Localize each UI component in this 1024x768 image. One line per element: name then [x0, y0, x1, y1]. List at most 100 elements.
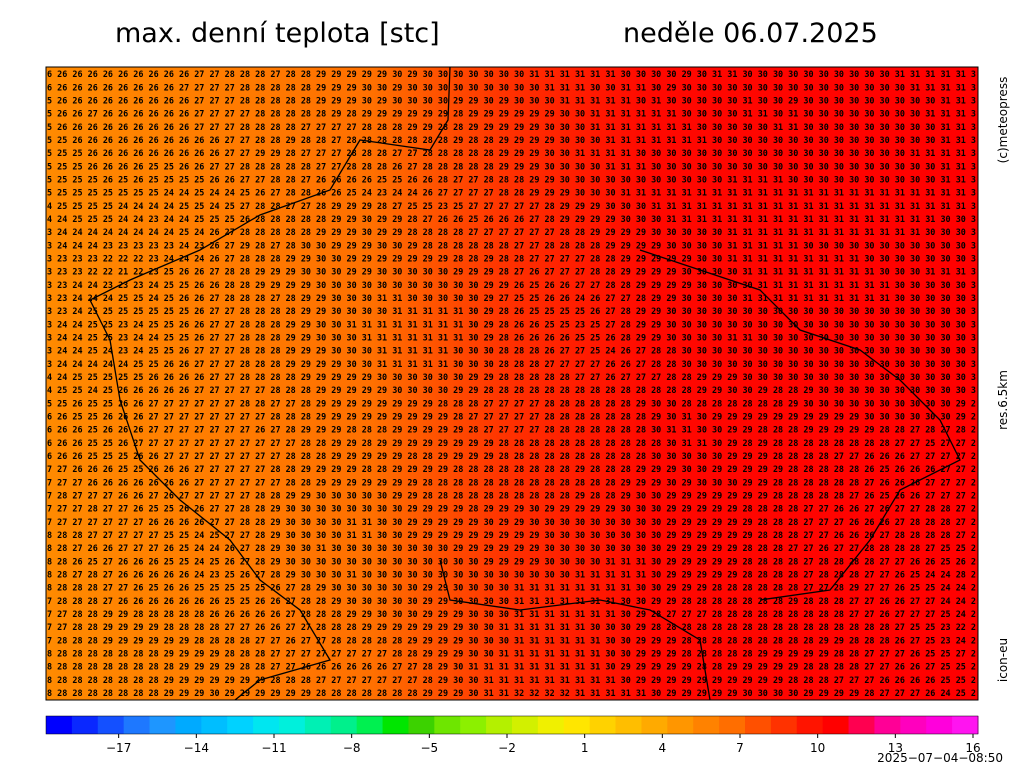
value-row: 4 24 25 25 25 25 25 26 26 26 26 27 27 28…	[47, 373, 976, 383]
value-row: 8 28 26 25 27 26 26 26 25 25 24 25 26 27…	[47, 557, 976, 567]
colorbar-swatch	[796, 716, 824, 734]
colorbar-label: 13	[888, 741, 903, 755]
value-row: 8 28 27 28 27 26 26 26 26 26 24 23 25 26…	[47, 570, 976, 580]
credit-label: (c)meteopress	[996, 77, 1010, 164]
colorbar-swatch	[641, 716, 668, 734]
colorbar-swatch	[46, 716, 73, 734]
value-row: 6 26 26 25 25 26 27 27 27 27 27 27 27 27…	[47, 439, 976, 449]
colorbar-swatch	[745, 716, 772, 734]
resolution-label: res.6.5km	[996, 370, 1010, 430]
value-grid: 6 26 26 26 26 26 26 26 26 26 27 27 28 28…	[47, 70, 976, 699]
colorbar-label: 7	[736, 741, 744, 755]
colorbar-swatch	[486, 716, 513, 734]
colorbar: −17−14−11−8−5−214710131619222528313437	[45, 715, 981, 755]
value-row: 7 28 28 28 27 26 26 26 26 26 26 26 25 25…	[47, 597, 976, 607]
value-row: 8 28 28 27 27 27 27 27 25 25 24 25 27 27…	[47, 531, 976, 541]
colorbar-label: −11	[261, 741, 286, 755]
colorbar-label: −14	[184, 741, 209, 755]
colorbar-swatch	[512, 716, 539, 734]
colorbar-label: −17	[106, 741, 131, 755]
value-row: 7 27 27 26 26 26 26 26 26 26 27 27 27 27…	[47, 478, 976, 488]
value-row: 5 25 25 26 26 26 26 25 25 26 26 27 27 28…	[47, 162, 976, 172]
colorbar-swatch	[382, 716, 409, 734]
contour-line	[439, 559, 711, 701]
colorbar-label: 1	[581, 741, 589, 755]
colorbar-swatch	[330, 716, 358, 734]
value-row: 3 23 23 22 22 21 22 23 25 26 26 27 28 28…	[47, 268, 976, 278]
value-row: 3 23 24 24 23 23 23 24 25 25 26 26 28 28…	[47, 281, 976, 291]
value-row: 7 27 28 28 29 29 28 28 28 28 28 26 26 26…	[47, 610, 976, 620]
colorbar-swatch	[175, 716, 202, 734]
value-row: 8 28 28 28 28 28 28 28 28 29 29 29 29 28…	[47, 663, 976, 673]
colorbar-label: −5	[420, 741, 438, 755]
value-row: 6 26 25 25 26 26 26 27 27 27 27 27 27 27…	[47, 412, 976, 422]
map-title: max. denní teplota [stc]	[115, 18, 440, 49]
value-row: 7 27 27 27 27 27 27 26 26 26 26 27 27 28…	[47, 518, 976, 528]
colorbar-label: 4	[659, 741, 667, 755]
value-row: 8 28 28 28 28 28 28 28 29 29 29 30 29 29…	[47, 689, 976, 699]
colorbar-swatch	[667, 716, 694, 734]
colorbar-swatch	[926, 716, 953, 734]
colorbar-swatch	[123, 716, 151, 734]
value-row: 5 25 25 26 26 26 26 26 26 26 26 26 27 27…	[47, 149, 976, 159]
colorbar-swatch	[874, 716, 901, 734]
colorbar-swatch	[589, 716, 617, 734]
value-row: 3 24 24 25 25 23 24 24 25 25 26 27 27 28…	[47, 333, 976, 343]
value-row: 5 25 25 25 25 25 25 25 24 24 25 24 24 25…	[47, 189, 976, 199]
value-row: 8 28 28 28 28 28 28 28 29 29 29 29 28 28…	[47, 649, 976, 659]
colorbar-swatch	[615, 716, 642, 734]
value-row: 8 28 28 28 27 27 26 25 26 26 25 25 25 25…	[47, 584, 976, 594]
value-row: 4 25 25 24 25 26 26 26 26 26 27 27 27 27…	[47, 386, 976, 396]
colorbar-swatch	[952, 716, 979, 734]
value-row: 3 24 24 25 24 23 24 25 25 26 27 27 27 28…	[47, 347, 976, 357]
colorbar-swatch	[434, 716, 461, 734]
colorbar-swatch	[97, 716, 125, 734]
value-row: 7 27 27 28 27 27 26 25 25 26 26 27 27 28…	[47, 505, 976, 515]
value-row: 4 25 25 25 25 24 24 24 24 25 25 24 25 27…	[47, 202, 976, 212]
colorbar-swatch	[408, 716, 435, 734]
value-row: 5 25 26 25 25 26 26 27 27 27 27 27 27 28…	[47, 399, 976, 409]
value-row: 3 24 24 25 25 23 24 25 25 26 26 27 27 28…	[47, 320, 976, 330]
colorbar-swatch	[719, 716, 746, 734]
value-row: 6 26 26 25 25 25 26 26 27 27 27 27 27 27…	[47, 452, 976, 462]
value-row: 3 23 24 24 24 25 25 24 25 26 26 27 28 28…	[47, 294, 976, 304]
colorbar-swatch	[537, 716, 565, 734]
value-row: 5 26 26 27 26 26 26 26 26 26 27 27 27 27…	[47, 110, 976, 120]
colorbar-swatch	[693, 716, 720, 734]
value-row: 3 24 24 24 24 24 25 25 26 26 27 27 27 28…	[47, 360, 976, 370]
contour-line	[89, 66, 451, 701]
value-row: 6 26 26 25 26 26 26 27 27 27 27 27 27 27…	[47, 426, 976, 436]
contour-line	[639, 249, 961, 601]
value-row: 3 24 24 24 24 24 24 24 24 25 24 26 27 28…	[47, 228, 976, 238]
colorbar-swatch	[460, 716, 487, 734]
colorbar-label: 10	[810, 741, 825, 755]
colorbar-swatch	[71, 716, 99, 734]
map-date: neděle 06.07.2025	[623, 18, 878, 49]
colorbar-swatch	[770, 716, 798, 734]
colorbar-swatch	[149, 716, 176, 734]
value-row: 7 27 28 28 29 29 29 29 28 28 28 28 27 27…	[47, 623, 976, 633]
value-row: 7 28 28 28 29 29 29 29 29 29 28 28 28 28…	[47, 636, 976, 646]
colorbar-label: 16	[965, 741, 980, 755]
value-row: 8 28 27 26 26 27 27 27 26 25 24 24 26 27…	[47, 544, 976, 554]
model-label: icon-eu	[996, 638, 1010, 682]
temperature-field	[45, 66, 979, 701]
value-row: 3 24 24 24 23 23 23 23 23 24 23 26 27 29…	[47, 241, 976, 251]
colorbar-swatch	[253, 716, 280, 734]
value-row: 7 28 27 27 27 26 26 27 26 27 27 27 27 27…	[47, 491, 976, 501]
value-row: 5 26 26 26 26 26 26 26 26 26 27 27 27 28…	[47, 123, 976, 133]
value-row: 5 25 26 26 26 26 26 26 26 26 26 26 27 27…	[47, 136, 976, 146]
colorbar-swatch	[304, 716, 332, 734]
colorbar-frame	[45, 715, 979, 735]
value-row: 6 26 26 26 26 26 26 26 26 26 27 27 28 28…	[47, 70, 976, 80]
colorbar-label: −2	[498, 741, 516, 755]
colorbar-label: −8	[343, 741, 361, 755]
colorbar-swatch	[900, 716, 927, 734]
value-row: 8 28 28 28 28 28 28 28 29 29 29 29 29 29…	[47, 676, 976, 686]
value-row: 6 26 26 26 26 26 26 26 26 27 27 27 27 28…	[47, 83, 976, 93]
colorbar-swatch	[201, 716, 228, 734]
value-row: 7 27 26 26 26 25 25 26 26 26 27 27 27 27…	[47, 465, 976, 475]
value-row: 5 25 25 25 26 25 26 25 25 25 25 26 26 27…	[47, 175, 976, 185]
value-row: 3 23 24 25 25 25 25 25 25 25 26 27 27 28…	[47, 307, 976, 317]
